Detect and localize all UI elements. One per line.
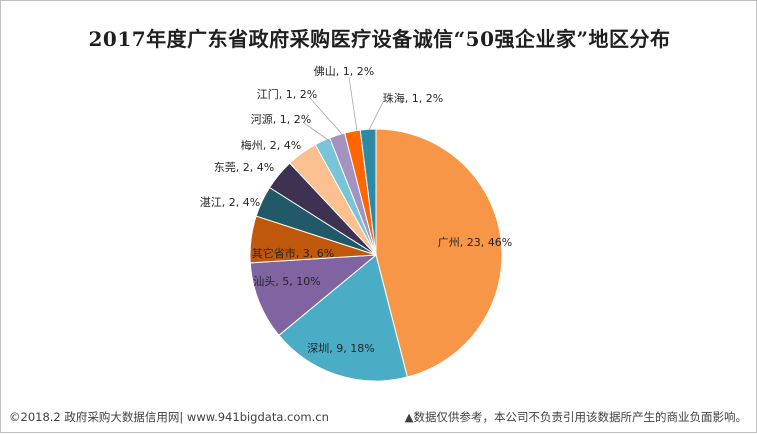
data-label-9: 江门, 1, 2% — [257, 87, 317, 101]
data-label-6: 东莞, 2, 4% — [214, 161, 274, 174]
leader-line-11 — [368, 101, 384, 131]
data-label-3: 汕头, 5, 10% — [253, 275, 320, 288]
chart-title: 2017年度广东省政府采购医疗设备诚信“50强企业家”地区分布 — [88, 27, 671, 51]
leader-line-9 — [309, 97, 343, 135]
pie-slice-2 — [278, 254, 408, 382]
data-label-5: 湛江, 2, 4% — [200, 196, 260, 209]
data-label-8: 河源, 1, 2% — [251, 112, 311, 126]
leader-line-10 — [348, 76, 358, 132]
data-label-2: 深圳, 9, 18% — [307, 342, 374, 355]
data-label-1: 广州, 23, 46% — [438, 236, 512, 249]
pie-slice-11 — [359, 128, 377, 256]
pie-slice-1 — [375, 128, 503, 378]
leader-line-8 — [303, 122, 332, 143]
data-label-10: 佛山, 1, 2% — [314, 65, 374, 78]
data-label-4: 其它省市, 3, 6% — [252, 246, 334, 260]
pie-slice-3 — [249, 254, 378, 337]
footer-source: ©2018.2 政府采购大数据信用网| www.941bigdata.com.c… — [9, 410, 329, 424]
data-label-11: 珠海, 1, 2% — [383, 91, 443, 105]
data-label-7: 梅州, 2, 4% — [241, 138, 301, 152]
footer-disclaimer: ▲数据仅供参考，本公司不负责引用该数据所产生的商业负面影响。 — [404, 410, 747, 424]
